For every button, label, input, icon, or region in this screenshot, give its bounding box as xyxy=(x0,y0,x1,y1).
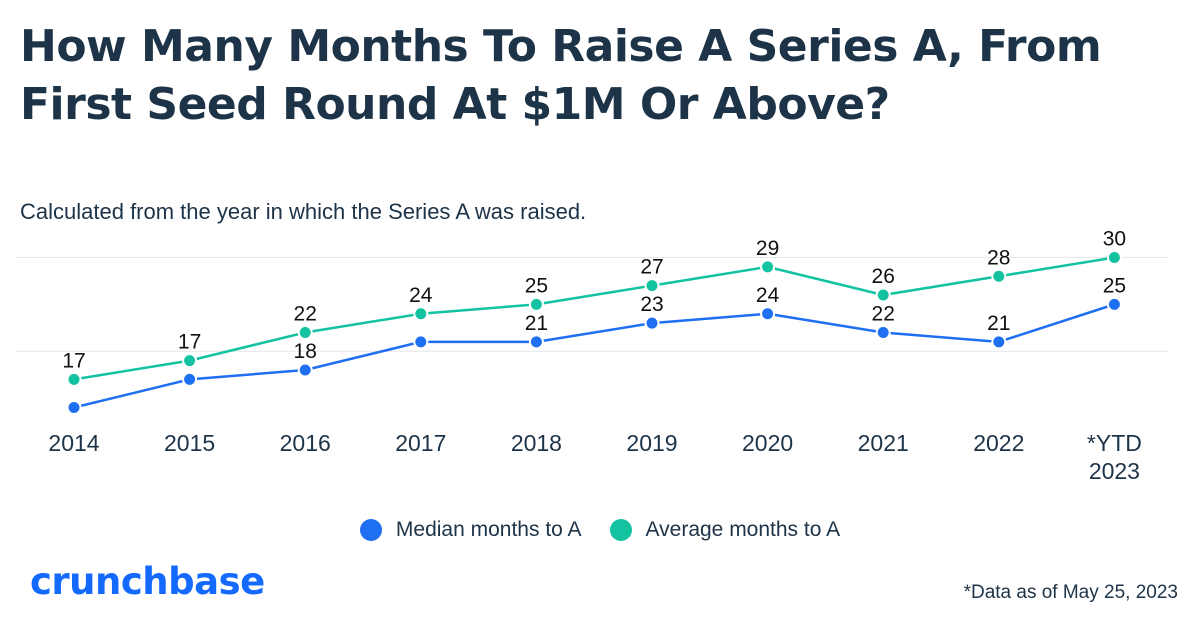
legend-item-average: Average months to A xyxy=(609,518,841,542)
median-point xyxy=(875,325,891,340)
average-data-label: 25 xyxy=(525,274,548,297)
legend-label-average: Average months to A xyxy=(645,518,841,541)
average-data-label: 17 xyxy=(62,349,85,372)
chart-title: How Many Months To Raise A Series A, Fro… xyxy=(20,21,1102,130)
median-point xyxy=(182,371,198,387)
x-tick-label: *YTD 2023 xyxy=(1087,430,1142,484)
average-point xyxy=(297,325,313,340)
legend-label-median: Median months to A xyxy=(395,518,582,541)
chart-legend: Median months to A Average months to A xyxy=(0,518,1200,542)
x-tick-label: 2014 xyxy=(48,430,99,456)
x-tick-label: 2019 xyxy=(626,430,677,456)
average-data-label: 24 xyxy=(409,284,433,307)
chart-subtitle: Calculated from the year in which the Se… xyxy=(20,199,587,224)
average-point xyxy=(875,287,891,303)
x-tick-label: 2022 xyxy=(973,430,1024,456)
x-tick-label: 2017 xyxy=(395,430,446,456)
average-point xyxy=(66,371,82,387)
average-point xyxy=(413,306,429,322)
median-data-label: 21 xyxy=(525,312,548,335)
average-data-label: 26 xyxy=(872,265,895,288)
average-data-label: 22 xyxy=(294,303,317,326)
median-point xyxy=(66,400,82,415)
median-point xyxy=(760,306,776,322)
x-tick-label: 2021 xyxy=(858,430,909,456)
average-point xyxy=(182,353,198,369)
data-footnote: *Data as of May 25, 2023 xyxy=(963,582,1178,603)
legend-item-median: Median months to A xyxy=(359,518,582,542)
average-point xyxy=(760,259,776,275)
median-point xyxy=(1106,296,1122,312)
average-point xyxy=(1106,250,1122,265)
median-data-label: 21 xyxy=(987,312,1010,335)
median-point xyxy=(528,334,544,350)
median-point xyxy=(644,315,660,331)
average-point xyxy=(644,278,660,294)
average-data-label: 28 xyxy=(987,246,1010,269)
median-data-label: 24 xyxy=(756,284,780,307)
average-data-label: 17 xyxy=(178,331,201,354)
median-data-label: 18 xyxy=(294,340,317,363)
median-data-label: 25 xyxy=(1103,274,1126,297)
average-point xyxy=(991,268,1007,284)
crunchbase-logo: crunchbase xyxy=(30,560,265,603)
median-data-label: 23 xyxy=(640,293,663,316)
median-series-line xyxy=(73,303,1115,409)
legend-swatch-median xyxy=(359,519,382,541)
x-tick-label: 2018 xyxy=(511,430,562,456)
average-data-label: 27 xyxy=(640,256,663,279)
median-point xyxy=(297,362,313,378)
x-tick-label: 2020 xyxy=(742,430,793,456)
average-data-label: 30 xyxy=(1103,228,1126,251)
x-tick-label: 2015 xyxy=(164,430,215,456)
average-point xyxy=(528,296,544,312)
average-data-label: 29 xyxy=(756,237,779,260)
average-series-line xyxy=(73,256,1115,381)
median-point xyxy=(991,334,1007,350)
legend-swatch-average xyxy=(609,519,632,541)
median-point xyxy=(413,334,429,350)
x-tick-label: 2016 xyxy=(280,430,331,456)
median-data-label: 22 xyxy=(872,303,895,326)
